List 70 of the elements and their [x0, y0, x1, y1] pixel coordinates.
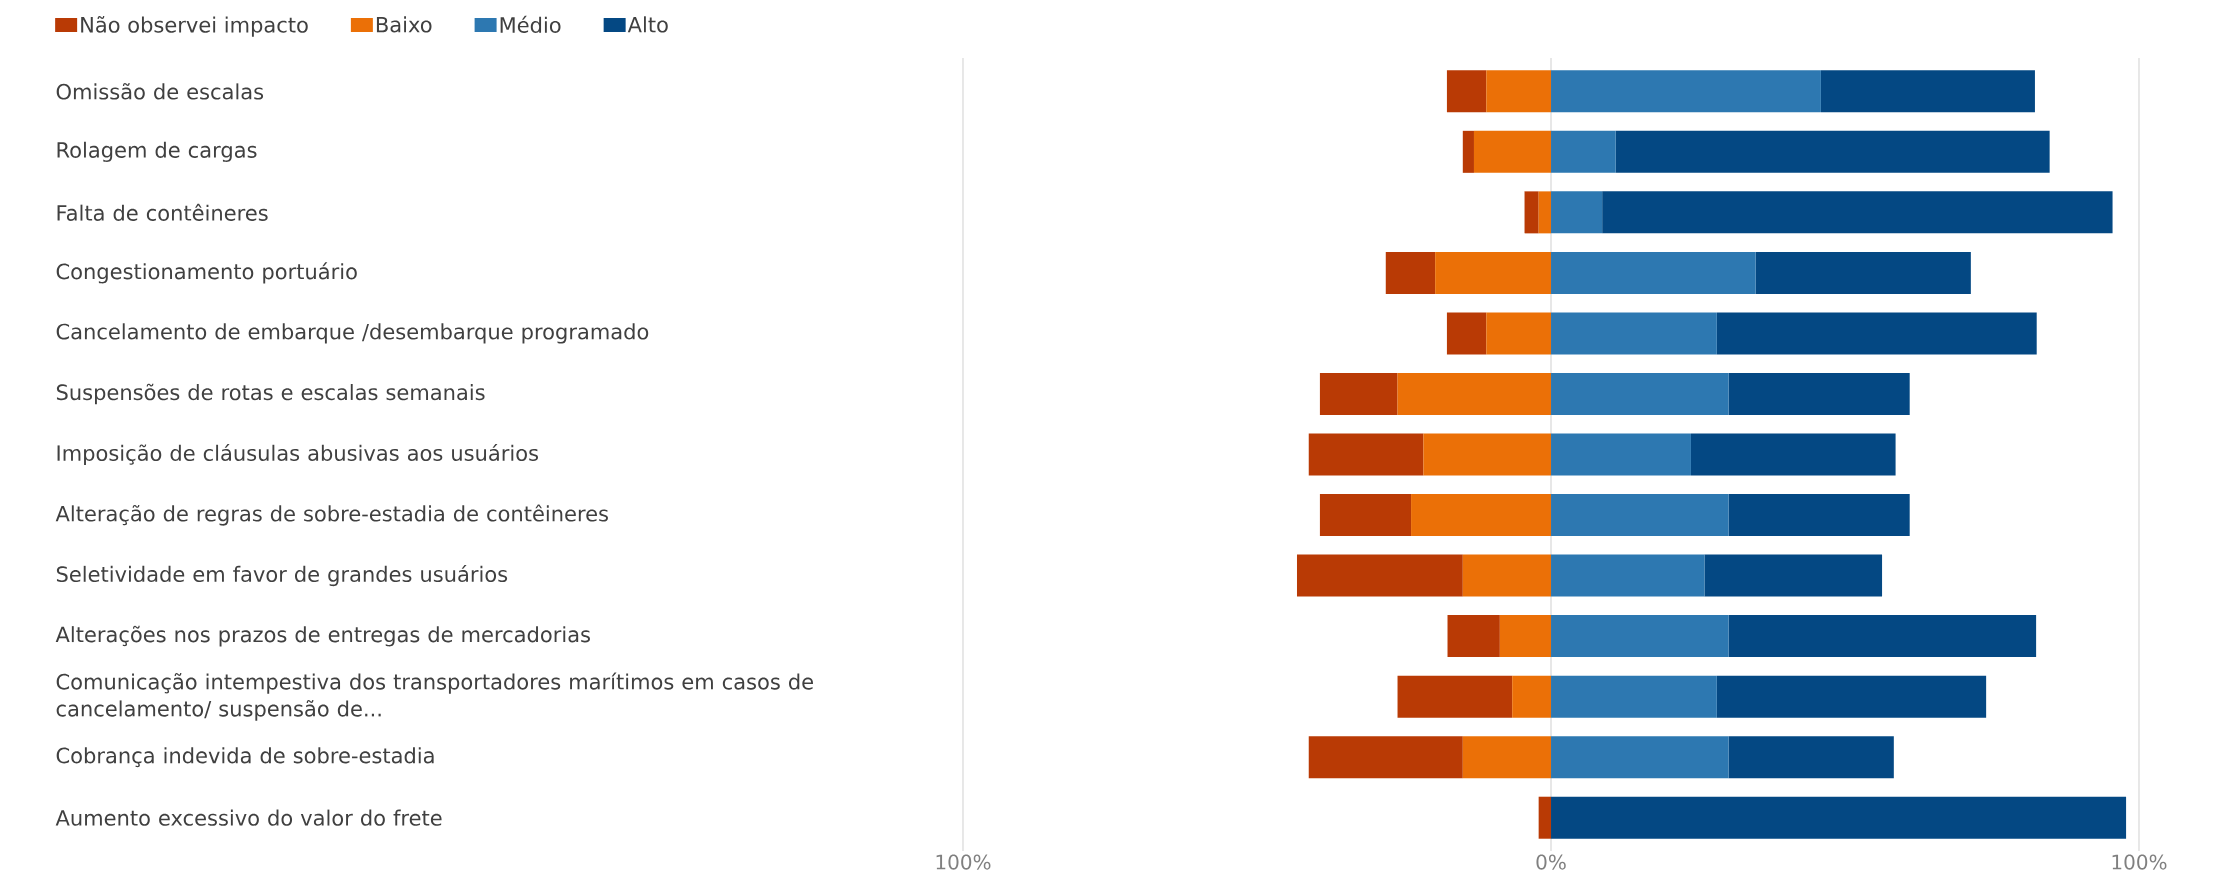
bar	[1728, 736, 1894, 779]
legend-label: Alto	[627, 16, 668, 33]
bar	[1551, 615, 1729, 658]
bar	[1551, 312, 1717, 355]
y-tick-label: Congestionamento portuário	[56, 262, 357, 284]
bar	[1296, 554, 1463, 597]
legend-label: Médio	[500, 15, 561, 33]
bar	[1551, 433, 1691, 476]
bar	[1704, 554, 1883, 597]
bar	[1319, 494, 1412, 537]
bar	[1538, 796, 1551, 839]
bar	[1462, 736, 1551, 779]
y-tick-label: Alterações nos prazos de entregas de mercadorias	[55, 625, 590, 647]
x-tick-label: 100%	[2112, 854, 2167, 870]
bar	[1486, 70, 1551, 113]
y-tick-label: Cobrança indevida de sobre-estadia	[56, 747, 434, 768]
y-tick-label: Alteração de regras de sobre-estadia de contêineres	[55, 504, 608, 526]
bar	[1447, 615, 1500, 658]
bar	[1551, 736, 1729, 779]
y-tick-label: Seletividade em favor de grandes usuários	[56, 564, 508, 587]
bar	[1728, 372, 1910, 415]
bar	[1423, 433, 1551, 476]
bar	[1551, 675, 1717, 718]
bar	[1728, 494, 1910, 537]
bar	[1551, 70, 1821, 113]
bar	[1716, 675, 1987, 718]
y-tick-label: Rolagem de cargas	[57, 141, 257, 162]
bar	[1435, 251, 1551, 294]
bar	[1308, 736, 1463, 779]
x-tick-label: 100%	[936, 854, 991, 870]
bar	[1462, 130, 1474, 173]
bar	[1755, 251, 1971, 294]
bar	[1551, 796, 2127, 839]
bar	[1397, 675, 1513, 718]
y-tick-label: Falta de contêineres	[57, 203, 268, 221]
bar	[1551, 372, 1729, 415]
legend-label: Baixo	[376, 16, 432, 33]
bar	[1716, 312, 2037, 355]
bar	[1551, 191, 1603, 234]
bar	[1551, 130, 1616, 173]
bar	[1462, 554, 1551, 597]
y-tick-label: Omissão de escalas	[56, 82, 264, 100]
bar	[1473, 130, 1551, 173]
bar	[1551, 251, 1756, 294]
bar	[1728, 615, 2037, 658]
bar	[1319, 372, 1398, 415]
y-tick-label: Comunicação intempestiva dos transportadores marítimos em casos de cancelamento/ suspensão de...	[56, 672, 813, 721]
y-tick-label: Cancelamento de embarque /desembarque programado	[56, 323, 649, 344]
bar	[1551, 494, 1729, 537]
bar	[1602, 191, 2113, 234]
bar	[1524, 191, 1539, 234]
x-tick-label: 0%	[1536, 854, 1566, 870]
y-tick-label: Suspensões de rotas e escalas semanais	[56, 383, 485, 405]
bar	[1446, 312, 1487, 355]
bar	[1512, 675, 1551, 718]
bar	[1385, 251, 1436, 294]
bar	[1411, 494, 1551, 537]
bar	[1499, 615, 1551, 658]
bar	[1615, 130, 2050, 173]
y-tick-label: Imposição de cláusulas abusivas aos usuários	[57, 443, 539, 466]
legend-label: Não observei impacto	[81, 16, 308, 37]
bar	[1486, 312, 1551, 355]
bar	[1446, 70, 1487, 113]
bar	[1397, 372, 1551, 415]
bar	[1690, 433, 1896, 476]
bar	[1538, 191, 1551, 234]
bar	[1551, 554, 1705, 597]
y-tick-label: Aumento excessivo do valor do frete	[55, 809, 442, 826]
bar	[1820, 70, 2035, 113]
bar	[1308, 433, 1424, 476]
